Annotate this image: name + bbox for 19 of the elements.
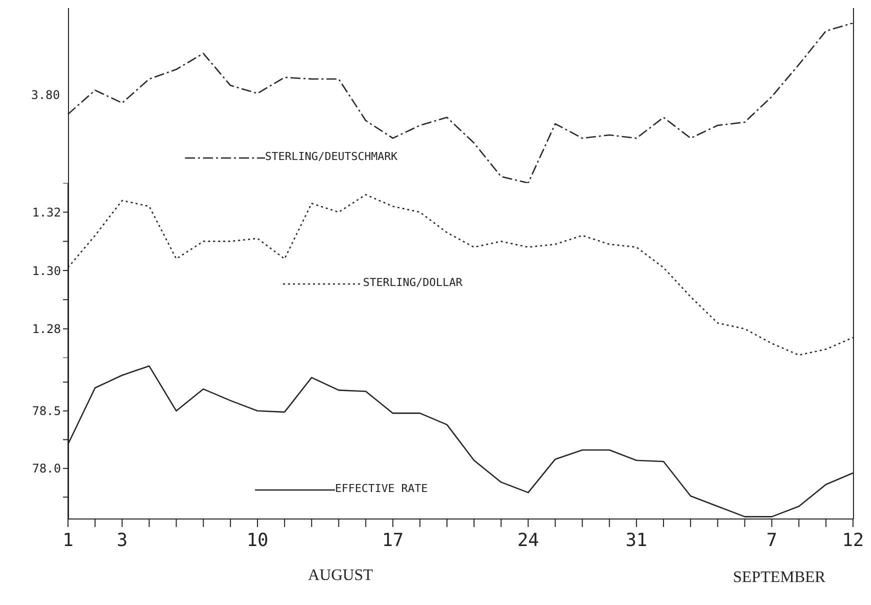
x-tick-label: 12 [842, 530, 864, 551]
text: STERLING/DOLLAR [363, 276, 462, 289]
text: SEPTEMBER [733, 569, 826, 587]
y-tick-label: 1.28 [32, 322, 61, 336]
annotation: 3.80 [30, 88, 60, 102]
y-tick-label: 1.30 [32, 264, 61, 278]
x-tick-label: 24 [517, 530, 540, 551]
x-tick-label: 3 [116, 530, 128, 551]
y-tick-label: 1.32 [32, 205, 61, 220]
x-axis-title: AUGUST [308, 567, 373, 585]
y-tick-label: 78.0 [32, 462, 61, 476]
y-tick-label: 78.5 [32, 404, 61, 418]
x-tick-label: 31 [626, 530, 648, 551]
x-tick-label: 1 [62, 530, 74, 551]
x-tick-label: 7 [766, 530, 778, 551]
x-tick-label: 17 [382, 530, 404, 551]
series-label: STERLING/DEUTSCHMARK [265, 150, 398, 163]
x-tick-label: 10 [246, 530, 268, 551]
text: EFFECTIVE RATE [335, 482, 428, 495]
